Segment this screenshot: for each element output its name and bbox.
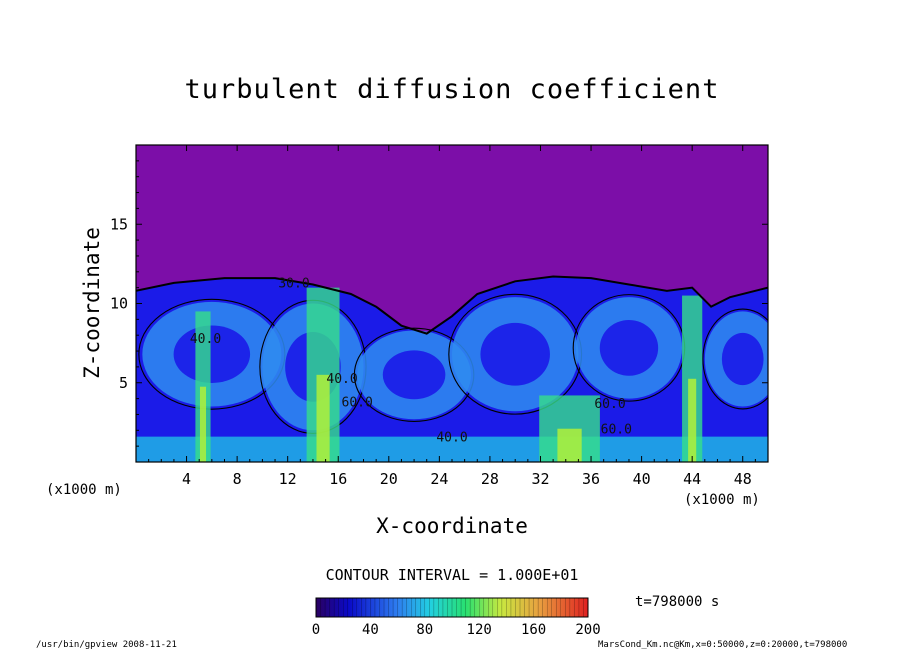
heatmap-field: 30.0 40.0 40.0 60.0 40.0 60.0 60.0 — [136, 145, 768, 462]
colorbar-tick-label: 0 — [312, 622, 320, 638]
x-tick-label: 36 — [582, 470, 600, 488]
x-tick-label: 8 — [233, 470, 242, 488]
x-unit-left: (x1000 m) — [46, 482, 122, 498]
contour-label: 60.0 — [342, 396, 373, 411]
y-tick-label: 15 — [110, 215, 128, 233]
contour-label: 40.0 — [326, 372, 357, 387]
colorbar: 0 40 80 120 160 200 — [312, 597, 601, 638]
eddy-core — [173, 325, 251, 383]
colorbar-tick-label: 200 — [575, 622, 600, 638]
eddy-core — [382, 350, 446, 400]
eddy-core — [599, 319, 659, 376]
x-tick-label: 20 — [380, 470, 398, 488]
x-tick-label: 48 — [734, 470, 752, 488]
colorbar-tick-label: 40 — [362, 622, 379, 638]
x-tick-label: 12 — [279, 470, 297, 488]
chart-title: turbulent diffusion coefficient — [184, 74, 720, 105]
contour-label: 30.0 — [278, 277, 309, 292]
surface-layer — [136, 436, 768, 462]
contour-label: 60.0 — [594, 397, 625, 412]
plume-core — [199, 386, 207, 462]
x-tick-label: 28 — [481, 470, 499, 488]
y-axis-label: Z-coordinate — [80, 227, 104, 379]
plume-core — [688, 378, 697, 462]
colorbar-tick-label: 120 — [467, 622, 492, 638]
footer-right: MarsCond_Km.nc@Km,x=0:50000,z=0:20000,t=… — [598, 640, 848, 650]
contour-label: 40.0 — [436, 430, 467, 445]
time-label: t=798000 s — [635, 594, 720, 610]
plume-core — [316, 374, 330, 462]
x-tick-label: 32 — [531, 470, 549, 488]
colorbar-tick-label: 160 — [521, 622, 546, 638]
plume-core — [557, 428, 582, 462]
contour-line — [702, 308, 768, 410]
x-tick-label: 16 — [329, 470, 347, 488]
contour-label: 60.0 — [601, 422, 632, 437]
boundary-contour — [136, 275, 768, 335]
x-axis-label: X-coordinate — [376, 514, 528, 538]
y-tick-label: 10 — [110, 295, 128, 313]
x-tick-label: 24 — [430, 470, 448, 488]
eddy-core — [480, 322, 550, 386]
x-tick-label: 44 — [683, 470, 701, 488]
y-tick-label: 5 — [119, 374, 128, 392]
contour-interval: CONTOUR INTERVAL = 1.000E+01 — [325, 566, 579, 584]
contour-label: 40.0 — [190, 332, 221, 347]
colorbar-tick-label: 80 — [416, 622, 433, 638]
x-unit-right: (x1000 m) — [684, 492, 760, 508]
x-tick-label: 40 — [633, 470, 651, 488]
x-tick-label: 4 — [182, 470, 191, 488]
eddy-core — [721, 332, 764, 386]
footer-left: /usr/bin/gpview 2008-11-21 — [36, 640, 177, 650]
